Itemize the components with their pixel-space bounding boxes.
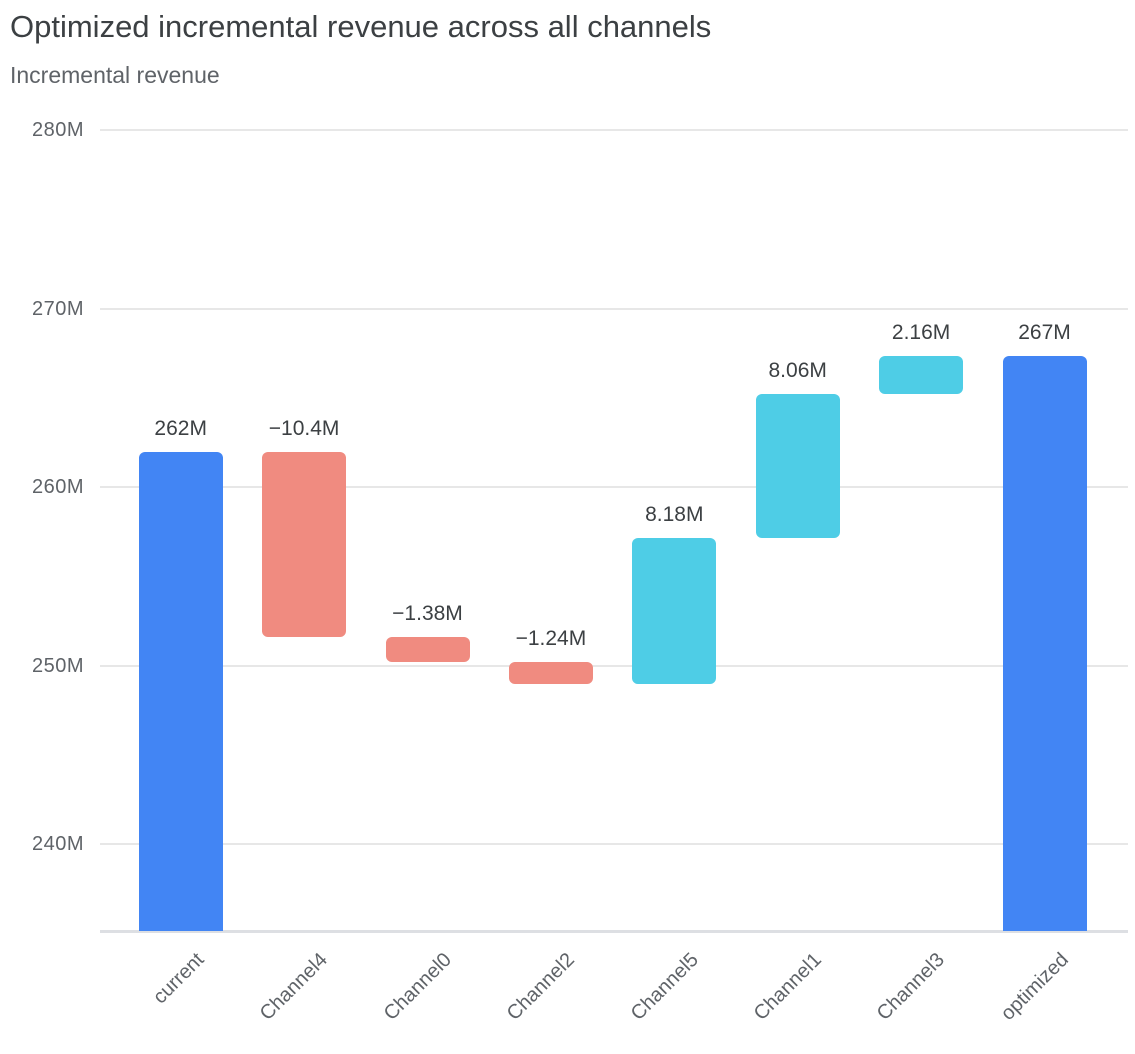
bar-value-label-Channel4: −10.4M	[268, 416, 340, 440]
x-axis-label-Channel1: Channel1	[749, 948, 826, 1025]
bar-value-label-optimized: 267M	[1018, 320, 1071, 344]
chart-subtitle: Incremental revenue	[10, 62, 220, 88]
bar-Channel0[interactable]	[385, 637, 470, 662]
bar-value-label-Channel0: −1.38M	[392, 602, 463, 626]
y-axis-tick-label: 260M	[31, 476, 84, 499]
x-axis-line	[100, 930, 1128, 933]
chart-title: Optimized incremental revenue across all…	[10, 9, 712, 44]
y-axis-tick-label: 270M	[31, 297, 84, 320]
gridline	[100, 307, 1128, 310]
x-axis-label-Channel4: Channel4	[256, 948, 333, 1025]
gridline	[100, 664, 1128, 667]
bar-value-label-Channel1: 8.06M	[768, 359, 827, 383]
x-axis-label-optimized: optimized	[996, 948, 1073, 1025]
y-axis-tick-label: 250M	[31, 654, 84, 677]
bar-current[interactable]	[138, 451, 223, 931]
bar-value-label-Channel5: 8.18M	[645, 503, 704, 527]
x-axis-label-Channel5: Channel5	[626, 948, 703, 1025]
gridline	[100, 129, 1128, 132]
bar-value-label-current: 262M	[154, 416, 207, 440]
bar-Channel1[interactable]	[755, 394, 840, 539]
bar-optimized[interactable]	[1002, 355, 1087, 931]
gridline	[100, 843, 1128, 846]
x-axis-label-Channel3: Channel3	[873, 948, 950, 1025]
x-axis-label-Channel2: Channel2	[503, 948, 580, 1025]
x-axis-label-current: current	[149, 948, 209, 1009]
bar-value-label-Channel2: −1.24M	[515, 627, 587, 650]
y-axis-tick-label: 240M	[31, 833, 84, 856]
bar-Channel3[interactable]	[879, 355, 964, 395]
x-axis-label-Channel0: Channel0	[379, 948, 456, 1025]
bar-Channel4[interactable]	[262, 451, 347, 638]
bar-value-label-Channel3: 2.16M	[891, 320, 951, 344]
bar-Channel2[interactable]	[508, 662, 593, 685]
gridline	[100, 486, 1128, 489]
bar-Channel5[interactable]	[632, 538, 717, 685]
y-axis-tick-label: 280M	[31, 119, 84, 142]
